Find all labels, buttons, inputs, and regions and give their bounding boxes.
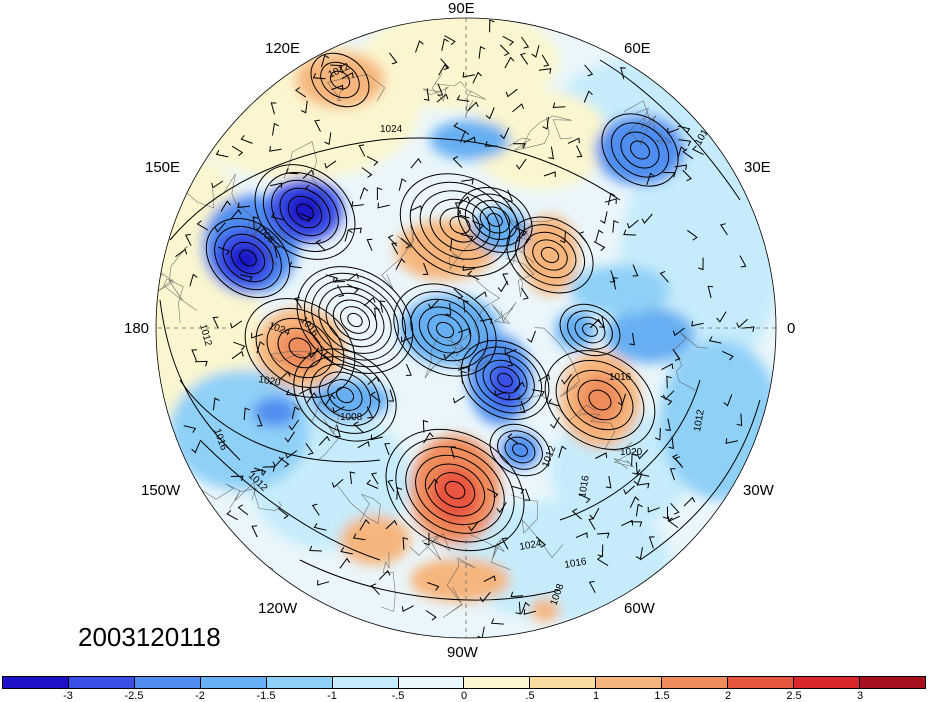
colorbar-tick-label: -2.5 [124,690,144,702]
colorbar-swatch [134,677,201,688]
contour-label: 1024 [519,538,543,553]
colorbar-swatch [332,677,399,688]
colorbar-swatch [662,677,729,688]
colorbar-tick-label: .5 [525,690,535,702]
colorbar-tick-label: 2 [724,690,732,702]
contour-label: 1016 [564,556,588,571]
lon-label-0: 0 [787,320,796,337]
colorbar-swatch [3,677,69,688]
contour-label: 1016 [577,474,592,498]
colorbar-tick-label: 1 [592,690,600,702]
colorbar-tick-label: -.5 [391,690,405,702]
colorbar-swatch [596,677,663,688]
lon-label-150w: 150W [141,482,181,499]
contour-label: 1008 [340,412,363,423]
colorbar-tick-label: -1.5 [256,690,276,702]
lon-label-30e: 30E [744,159,771,176]
lon-label-60e: 60E [624,40,651,57]
colorbar-swatch [859,677,925,688]
colorbar-tick-label: -3 [63,690,73,702]
grid-lines [158,18,776,638]
timestamp-label: 2003120118 [78,622,221,652]
colorbar-tick-label: 1.5 [654,690,670,702]
lon-label-30w: 30W [743,482,774,499]
lon-label-90w: 90W [447,644,478,661]
colorbar-swatch [398,677,465,688]
polar-map: 1012102410041008101610241020101210161012… [155,17,777,639]
colorbar-tick-label: 0 [460,690,468,702]
colorbar-swatch [794,677,860,688]
contour-label: 1020 [257,374,281,389]
lon-label-60w: 60W [624,600,655,617]
lon-label-120e: 120E [265,40,301,57]
map-boundary [155,17,777,639]
lon-label-90e: 90E [448,0,475,17]
colorbar-swatch [200,677,267,688]
colorbar-swatch [464,677,531,688]
lon-label-180: 180 [124,320,150,337]
colorbar-tick-label: 2.5 [786,690,802,702]
colorbar-tick-label: -2 [195,690,205,702]
colorbar-swatch [530,677,597,688]
colorbar-swatch [728,677,795,688]
lon-label-120w: 120W [258,600,298,617]
colorbar-swatch [266,677,333,688]
contour-label: 1016 [609,372,632,383]
contour-label: 1024 [380,124,403,135]
contour-label: 1020 [620,447,643,458]
colorbar-tick-label: -1 [327,690,337,702]
lon-label-150e: 150E [145,159,181,176]
contour-label: 1012 [692,408,707,432]
colorbar-swatch [68,677,135,688]
anomaly-field: 1012102410041008101610241020101210161012… [156,18,776,638]
colorbar-tick-label: 3 [856,690,864,702]
colorbar [2,676,926,689]
